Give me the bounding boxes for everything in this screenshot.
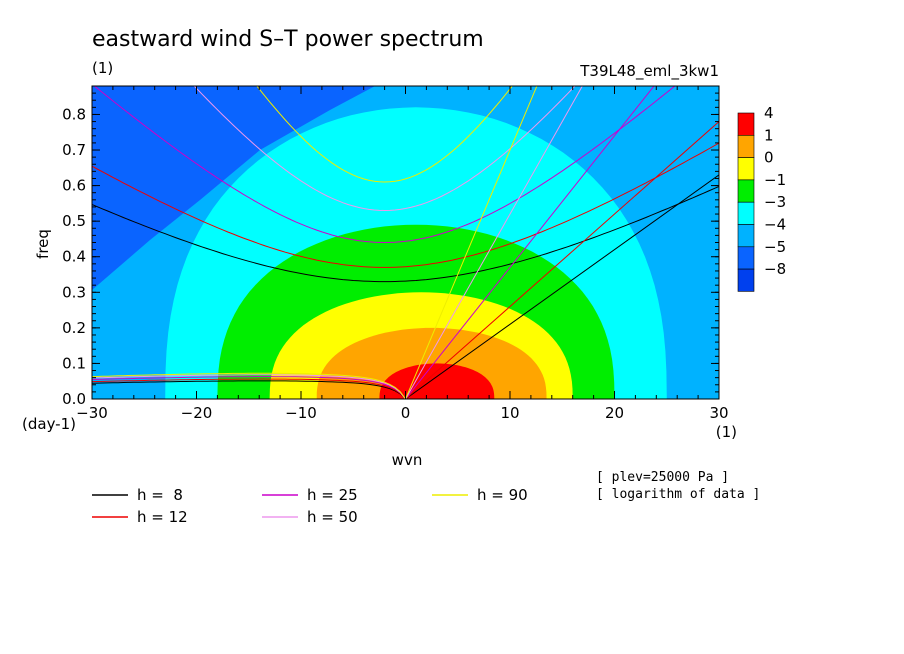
note-log: [ logarithm of data ] [596,487,760,502]
y-axis-label: freq [34,229,52,259]
ig-curve-h90 [256,86,513,183]
y-tick-label: 0.1 [62,354,86,372]
x-tick-label: 10 [500,404,519,422]
ig-curve-h25 [93,86,676,244]
colorbar-swatch [737,246,755,270]
plot-area [92,86,719,399]
legend-label-h8: h = 8 [137,486,183,504]
colorbar: 4 1 0 −1 −3 −4 −5 −8 [737,104,786,292]
y-tick-label: 0.2 [62,319,86,337]
colorbar-label: −1 [764,171,786,189]
y-axis: 0.0 0.1 0.2 0.3 0.4 0.5 0.6 0.7 0.8 [62,92,719,408]
legend-label-h90: h = 90 [477,486,528,504]
y-tick-label: 0.4 [62,248,86,266]
x-tick-label: 20 [605,404,624,422]
rossby-curve-h12 [92,378,406,399]
note-plev: [ plev=25000 Pa ] [596,470,729,485]
x-tick-label: −10 [285,404,317,422]
colorbar-label: −5 [764,238,786,256]
ig-curve-h12 [92,142,719,268]
run-label: T39L48_eml_3kw1 [579,62,719,81]
kelvin-line-h8 [405,174,719,399]
colorbar-swatch [737,201,755,225]
x-axis-label: wvn [392,451,423,469]
colorbar-label: −4 [764,216,786,234]
x-tick-label: 0 [401,404,411,422]
contour-fill-level-1 [379,363,495,399]
y-tick-label: 0.8 [62,105,86,123]
colorbar-label: 0 [764,149,774,167]
x-tick-label: −30 [76,404,108,422]
legend-label-h12: h = 12 [137,508,188,526]
chart-subtitle: (1) [92,59,113,77]
x-tick-label: −20 [181,404,213,422]
colorbar-swatch [737,224,755,248]
legend: h = 8 h = 12 h = 25 h = 50 h = 90 [92,486,528,526]
colorbar-swatch [737,135,755,158]
y-axis-unit: (day-1) [22,415,76,433]
colorbar-swatch [737,112,755,136]
colorbar-label: −3 [764,193,786,211]
y-tick-label: 0.7 [62,141,86,159]
rossby-curve-h25 [92,376,406,399]
colorbar-swatch [737,179,755,203]
y-tick-label: 0.3 [62,283,86,301]
contour-fill-level-0 [316,327,547,399]
rossby-curve-h8 [92,380,406,399]
x-axis: −30 −20 −10 0 10 20 30 [76,86,729,422]
ig-curve-h8 [92,185,719,283]
colorbar-swatch [737,268,755,292]
y-tick-label: 0.0 [62,390,86,408]
colorbar-swatch [737,157,755,181]
rossby-curve-h50 [92,374,406,399]
y-tick-label: 0.6 [62,177,86,195]
kelvin-line-h12 [405,121,719,399]
rossby-curve-h90 [92,372,406,399]
legend-label-h50: h = 50 [307,508,358,526]
colorbar-label: −8 [764,260,786,278]
y-tick-label: 0.5 [62,212,86,230]
kelvin-line-h25 [405,86,655,399]
legend-label-h25: h = 25 [307,486,358,504]
x-axis-unit: (1) [716,423,737,441]
colorbar-label: 4 [764,104,774,122]
colorbar-label: 1 [764,126,774,144]
x-tick-label: 30 [709,404,728,422]
kelvin-line-h90 [405,86,538,399]
chart-title: eastward wind S–T power spectrum [92,27,484,52]
kelvin-line-h50 [405,86,583,399]
